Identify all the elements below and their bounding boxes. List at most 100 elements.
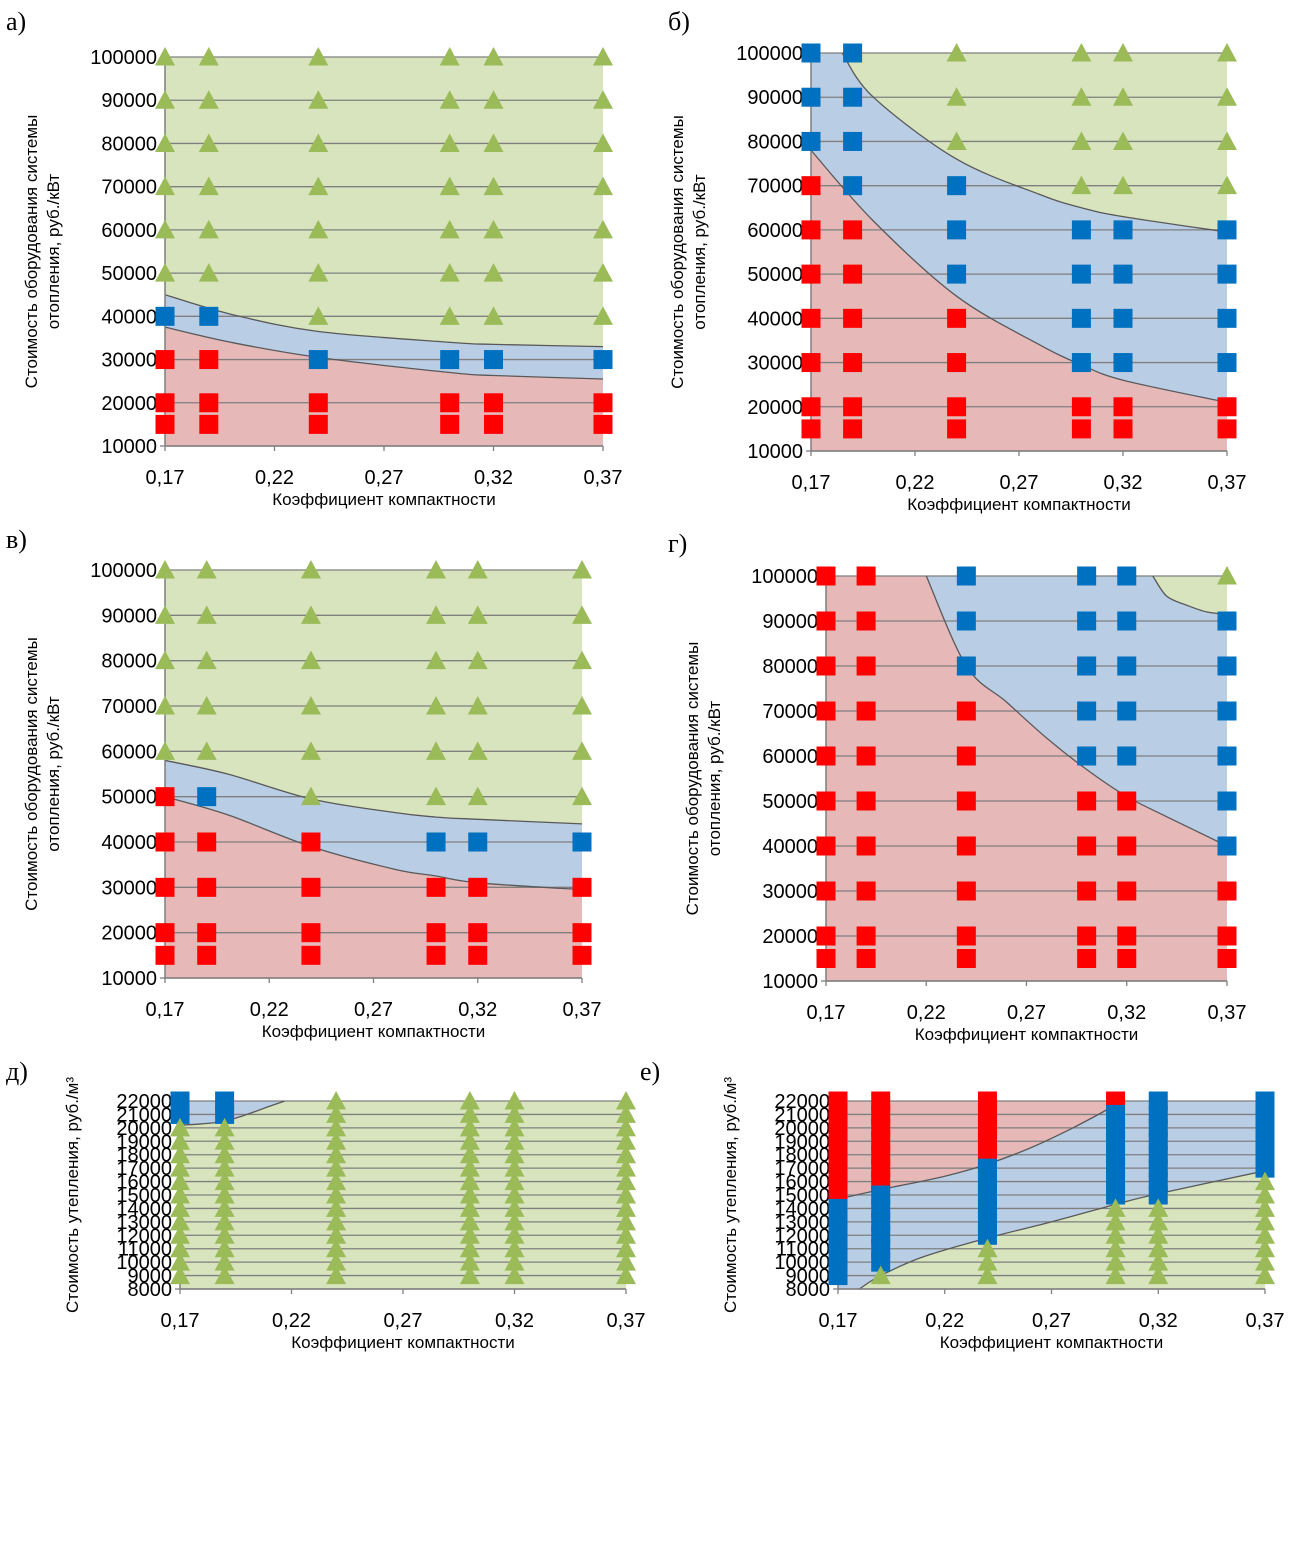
marker-green-triangle [308,90,329,109]
marker-red-square [1113,397,1133,417]
marker-green-triangle [155,650,175,670]
marker-blue-square [1113,308,1133,328]
marker-blue-square [1217,220,1237,240]
marker-green-triangle [977,1252,998,1271]
marker-green-triangle [504,1104,525,1123]
marker-green-triangle [1255,1225,1275,1244]
marker-green-triangle [214,1158,235,1177]
boundary-curve [165,759,582,825]
marker-red-square [801,220,821,240]
marker-green-triangle [483,176,504,196]
marker-green-triangle [572,696,592,715]
marker-green-triangle [170,1117,190,1137]
y-tick-label: 100000 [90,47,157,69]
marker-red-square [308,393,328,413]
marker-red-square [947,308,967,328]
marker-green-triangle [155,605,175,624]
y-tick-label: 90000 [101,90,157,112]
x-tick-label: 0,17 [807,1002,846,1024]
y-tick-label: 10000 [101,436,157,458]
y-tick-label: 11000 [118,1239,172,1261]
y-axis-label: отопления, руб./кВт [705,701,724,857]
marker-green-triangle [214,1211,235,1231]
y-tick-label: 80000 [101,133,157,155]
marker-green-triangle [504,1198,525,1217]
marker-red-square [155,832,175,852]
marker-green-triangle [483,133,504,152]
y-tick-label: 20000 [747,397,803,419]
y-tick-label: 40000 [747,308,803,330]
x-tick-labels: 0,17 0,22 0,27 0,32 0,37 [807,981,1246,1024]
marker-red-square [856,746,876,766]
marker-red-square [801,308,821,328]
marker-red-square [468,945,488,965]
y-tick-label: 20000 [101,923,157,945]
marker-green-triangle [326,1265,347,1285]
y-tick-labels: 8000900010000110001200013000140001500016… [774,1091,838,1301]
x-tick-label: 0,32 [474,467,513,489]
marker-red-square [1217,949,1237,968]
marker-green-triangle [467,786,488,806]
marker-blue-square [1255,1091,1275,1111]
markers [801,43,1237,439]
marker-green-triangle [504,1252,525,1271]
marker-green-triangle [155,133,175,152]
marker-blue-square [593,350,613,370]
marker-red-square [816,611,836,631]
y-axis-label: Стоимость утепления, руб./м³ [63,1077,82,1313]
chart-v: 10000 20000 30000 40000 50000 60000 70000 80000… [6,525,601,1041]
marker-blue-square [215,1091,235,1111]
x-tick-label: 0,27 [354,999,393,1021]
marker-green-triangle [426,605,447,624]
marker-blue-square [1106,1104,1126,1124]
marker-blue-square [1113,353,1133,373]
marker-blue-square [956,656,976,676]
y-tick-labels: 8000900010000110001200013000140001500016… [116,1091,180,1301]
y-tick-label: 40000 [101,832,157,854]
marker-red-square [199,414,219,434]
marker-red-square [816,791,836,811]
marker-green-triangle [300,696,321,715]
marker-green-triangle [1105,1252,1126,1271]
marker-green-triangle [616,1252,636,1271]
y-tick-label: 17000 [116,1158,172,1180]
marker-green-triangle [214,1265,235,1285]
marker-blue-square [1077,701,1097,721]
marker-red-square [484,393,503,413]
y-tick-label: 50000 [747,264,803,286]
marker-blue-square [871,1185,891,1205]
x-tick-labels: 0,17 0,22 0,27 0,32 0,37 [792,451,1246,494]
y-tick-label: 10000 [116,1252,172,1274]
marker-green-triangle [1217,131,1237,150]
marker-red-square [572,877,592,897]
boundary-curves [180,1101,286,1126]
marker-green-triangle [616,1198,636,1217]
marker-red-square [816,836,836,856]
marker-green-triangle [1148,1211,1169,1231]
marker-green-triangle [1217,43,1237,62]
marker-green-triangle [504,1211,525,1231]
y-tick-label: 70000 [747,176,803,198]
y-tick-labels: 10000 20000 30000 40000 50000 60000 70000 80000… [90,560,165,990]
panel-label: е) [640,1057,660,1086]
marker-red-square [155,923,175,943]
marker-green-triangle [459,1171,480,1191]
marker-green-triangle [439,47,460,66]
y-tick-label: 15000 [774,1185,830,1207]
marker-green-triangle [459,1158,480,1177]
marker-red-square [1071,419,1091,439]
x-tick-label: 0,27 [384,1310,423,1332]
marker-green-triangle [504,1158,525,1177]
marker-red-square [301,877,321,897]
marker-green-triangle [198,47,219,66]
marker-green-triangle [439,219,460,239]
marker-green-triangle [459,1238,480,1258]
marker-green-triangle [504,1265,525,1285]
marker-green-triangle [616,1117,636,1137]
marker-green-triangle [593,219,613,239]
marker-blue-square [1117,701,1137,721]
marker-red-square [801,397,821,417]
marker-green-triangle [504,1185,525,1204]
marker-green-triangle [1105,1265,1126,1285]
marker-green-triangle [1148,1198,1169,1217]
